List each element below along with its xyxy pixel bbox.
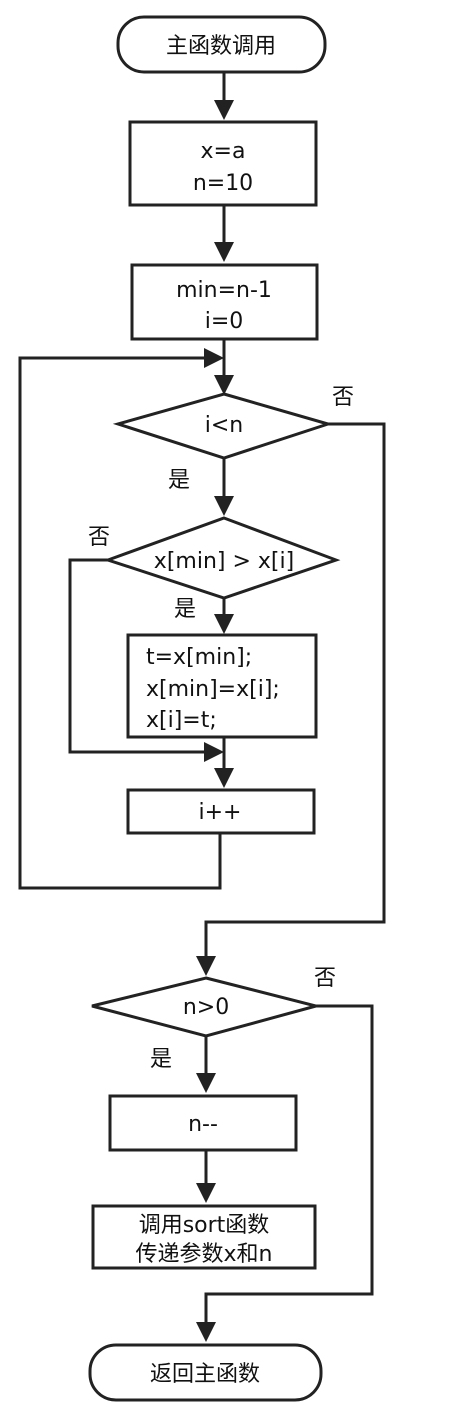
decision-n-positive-no-label: 否 — [314, 966, 336, 991]
increment-box — [126, 788, 316, 835]
decision-compare-no-label: 否 — [88, 525, 110, 550]
arrowhead-n-no — [196, 1322, 216, 1342]
swap-line-3: x[i]=t; — [146, 708, 217, 733]
decrement-label: n-- — [188, 1112, 218, 1137]
arrowhead-start-to-assign — [214, 100, 234, 120]
decision-i-less-n-no-label: 否 — [332, 385, 354, 410]
start-terminal — [116, 15, 327, 74]
decision-i-less-n-yes-label: 是 — [168, 468, 190, 493]
decision-n-positive-label: n>0 — [183, 995, 229, 1020]
connector-compare-no — [68, 558, 206, 754]
init-x-n-box — [128, 120, 318, 207]
decision-i-less-n-label: i<n — [205, 413, 244, 438]
decision-compare-label: x[min] > x[i] — [154, 549, 294, 574]
end-terminal-label: 返回主函数 — [150, 1362, 260, 1387]
connector-n-no — [204, 1004, 374, 1326]
call-sort-line-1: 调用sort函数 — [139, 1213, 270, 1238]
init-min-i-line-2: i=0 — [205, 309, 244, 334]
increment-label: i++ — [199, 800, 242, 825]
loop-return-line — [18, 356, 222, 890]
arrowhead-n-yes — [196, 1073, 216, 1093]
arrowhead-swap-to-increment — [214, 768, 234, 788]
arrowhead-min-to-loop — [214, 375, 234, 395]
swap-box — [126, 633, 318, 739]
connector-loop-no — [204, 422, 386, 960]
arrowhead-decrement-to-call — [196, 1183, 216, 1203]
decision-compare-yes-label: 是 — [174, 597, 196, 622]
end-terminal — [88, 1343, 323, 1402]
init-x-n-line-1: x=a — [201, 139, 246, 164]
arrowhead-compare-no — [204, 742, 224, 762]
arrowhead-loop-no — [196, 956, 216, 976]
call-sort-line-2: 传递参数x和n — [136, 1242, 273, 1267]
init-min-i-line-1: min=n-1 — [176, 278, 272, 303]
arrowhead-compare-yes — [214, 614, 234, 634]
call-sort-box — [91, 1204, 317, 1270]
init-x-n-line-2: n=10 — [193, 171, 253, 196]
loop-return-arrowhead — [204, 348, 224, 368]
decision-n-positive-yes-label: 是 — [150, 1047, 172, 1072]
swap-line-1: t=x[min]; — [146, 645, 252, 670]
arrowhead-assign-to-min — [214, 242, 234, 262]
decrement-box — [108, 1094, 298, 1152]
arrowhead-loop-yes — [214, 496, 234, 516]
swap-line-2: x[min]=x[i]; — [146, 677, 280, 702]
start-terminal-label: 主函数调用 — [166, 34, 276, 59]
